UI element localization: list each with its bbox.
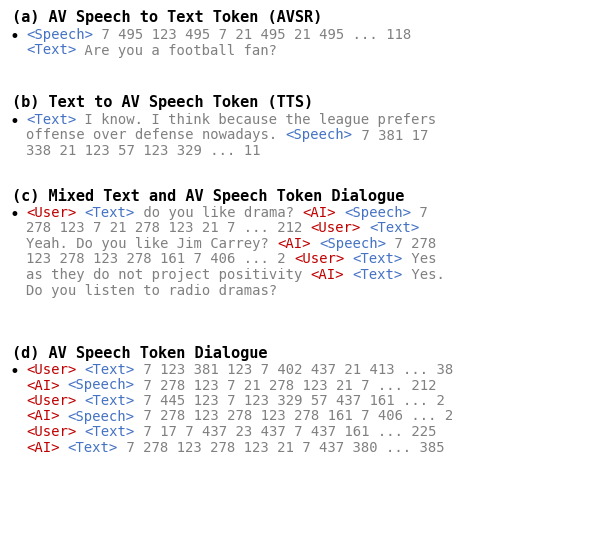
Text: <AI>: <AI> [26,410,60,423]
Text: 7 17 7 437 23 437 7 437 161 ... 225: 7 17 7 437 23 437 7 437 161 ... 225 [135,425,436,439]
Text: <User>: <User> [26,425,76,439]
Text: <AI>: <AI> [26,441,60,455]
Text: 7 445 123 7 123 329 57 437 161 ... 2: 7 445 123 7 123 329 57 437 161 ... 2 [135,394,445,408]
Text: <User>: <User> [26,206,76,220]
Text: <Text>: <Text> [85,425,135,439]
Text: 7 278: 7 278 [386,237,436,251]
Text: 123 278 123 278 161 7 406 ... 2: 123 278 123 278 161 7 406 ... 2 [26,252,294,266]
Text: (b) Text to AV Speech Token (TTS): (b) Text to AV Speech Token (TTS) [12,95,313,110]
Text: <Text>: <Text> [68,441,118,455]
Text: 7 495 123 495 7 21 495 21 495 ... 118: 7 495 123 495 7 21 495 21 495 ... 118 [93,28,411,42]
Text: •: • [10,363,20,381]
Text: 7 278 123 7 21 278 123 21 7 ... 212: 7 278 123 7 21 278 123 21 7 ... 212 [135,378,436,392]
Text: 278 123 7 21 278 123 21 7 ... 212: 278 123 7 21 278 123 21 7 ... 212 [26,221,310,235]
Text: <User>: <User> [26,394,76,408]
Text: <User>: <User> [310,221,361,235]
Text: offense over defense nowadays.: offense over defense nowadays. [26,129,286,143]
Text: <Text>: <Text> [85,206,135,220]
Text: <Speech>: <Speech> [68,378,135,392]
Text: •: • [10,206,20,224]
Text: (a) AV Speech to Text Token (AVSR): (a) AV Speech to Text Token (AVSR) [12,10,323,25]
Text: Yes: Yes [403,252,436,266]
Text: 7 123 381 123 7 402 437 21 413 ... 38: 7 123 381 123 7 402 437 21 413 ... 38 [135,363,453,377]
Text: <Speech>: <Speech> [319,237,386,251]
Text: <AI>: <AI> [277,237,310,251]
Text: <AI>: <AI> [303,206,336,220]
Text: <Text>: <Text> [353,268,403,282]
Text: <Text>: <Text> [353,252,403,266]
Text: <Speech>: <Speech> [26,28,93,42]
Text: as they do not project positivity: as they do not project positivity [26,268,310,282]
Text: <Speech>: <Speech> [344,206,411,220]
Text: <User>: <User> [26,363,76,377]
Text: •: • [10,28,20,46]
Text: do you like drama?: do you like drama? [135,206,303,220]
Text: 7 278 123 278 123 278 161 7 406 ... 2: 7 278 123 278 123 278 161 7 406 ... 2 [135,410,453,423]
Text: (c) Mixed Text and AV Speech Token Dialogue: (c) Mixed Text and AV Speech Token Dialo… [12,188,404,204]
Text: <Text>: <Text> [26,43,76,57]
Text: 7 278 123 278 123 21 7 437 380 ... 385: 7 278 123 278 123 21 7 437 380 ... 385 [118,441,445,455]
Text: <Text>: <Text> [370,221,420,235]
Text: Yeah. Do you like Jim Carrey?: Yeah. Do you like Jim Carrey? [26,237,277,251]
Text: Do you listen to radio dramas?: Do you listen to radio dramas? [26,284,277,297]
Text: 338 21 123 57 123 329 ... 11: 338 21 123 57 123 329 ... 11 [26,144,260,158]
Text: Yes.: Yes. [403,268,445,282]
Text: 7 381 17: 7 381 17 [353,129,428,143]
Text: <Text>: <Text> [85,363,135,377]
Text: <AI>: <AI> [26,378,60,392]
Text: <AI>: <AI> [310,268,344,282]
Text: 7: 7 [411,206,428,220]
Text: <Speech>: <Speech> [286,129,353,143]
Text: <Speech>: <Speech> [68,410,135,423]
Text: I know. I think because the league prefers: I know. I think because the league prefe… [76,113,436,127]
Text: •: • [10,113,20,131]
Text: (d) AV Speech Token Dialogue: (d) AV Speech Token Dialogue [12,345,268,361]
Text: <Text>: <Text> [85,394,135,408]
Text: <User>: <User> [294,252,344,266]
Text: Are you a football fan?: Are you a football fan? [76,43,277,57]
Text: <Text>: <Text> [26,113,76,127]
